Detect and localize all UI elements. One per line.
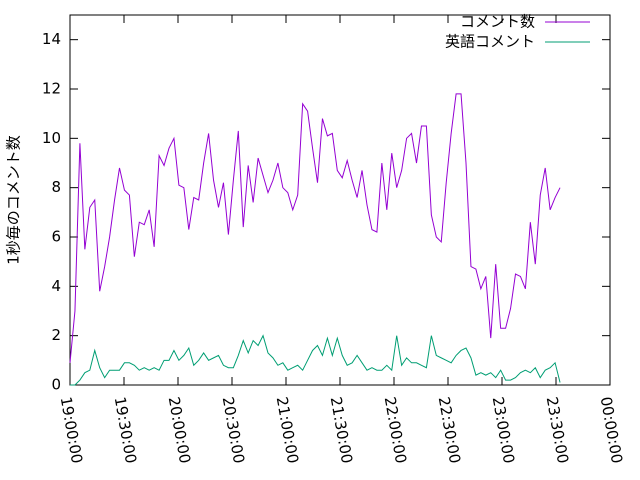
y-tick-label: 6 <box>51 228 61 246</box>
x-tick-label: 22:00:00 <box>381 395 410 464</box>
x-tick-label: 00:00:00 <box>597 395 626 464</box>
y-tick-label: 14 <box>42 30 61 48</box>
x-tick-label: 21:00:00 <box>273 395 302 464</box>
legend-label: コメント数 <box>460 13 535 31</box>
y-tick-label: 10 <box>42 129 61 147</box>
x-tick-label: 22:30:00 <box>435 395 464 464</box>
y-tick-label: 12 <box>42 80 61 98</box>
series-line <box>70 334 561 386</box>
y-axis-label: 1秒毎のコメント数 <box>5 135 23 265</box>
x-tick-label: 20:00:00 <box>165 395 194 464</box>
y-tick-label: 0 <box>51 376 61 394</box>
series-line <box>69 93 561 363</box>
x-tick-label: 19:30:00 <box>111 395 140 464</box>
x-tick-label: 23:00:00 <box>489 395 518 464</box>
plot-frame <box>69 14 611 386</box>
y-tick-label: 2 <box>51 326 61 344</box>
x-tick-label: 19:00:00 <box>57 395 86 464</box>
x-tick-label: 21:30:00 <box>327 395 356 464</box>
legend-label: 英語コメント <box>445 33 535 51</box>
x-tick-label: 20:30:00 <box>219 395 248 464</box>
y-tick-label: 4 <box>51 277 61 295</box>
x-tick-label: 23:30:00 <box>543 395 572 464</box>
y-tick-label: 8 <box>51 178 61 196</box>
